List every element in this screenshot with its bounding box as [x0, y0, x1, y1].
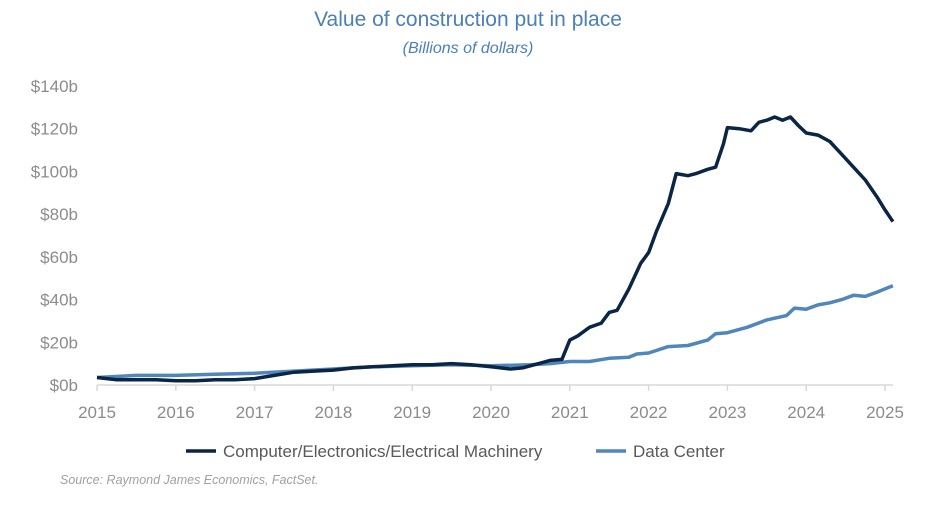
- y-tick-label: $60b: [40, 248, 78, 267]
- x-tick-label: 2021: [551, 403, 589, 422]
- chart-title: Value of construction put in place: [314, 8, 622, 31]
- source-note: Source: Raymond James Economics, FactSet…: [60, 473, 319, 487]
- x-tick-label: 2020: [472, 403, 510, 422]
- y-tick-label: $120b: [31, 120, 78, 139]
- x-tick-label: 2023: [708, 403, 746, 422]
- series-line-data-center: [96, 284, 894, 380]
- x-tick-label: 2022: [630, 403, 668, 422]
- y-tick-label: $100b: [31, 162, 78, 181]
- legend-label: Data Center: [633, 442, 725, 461]
- y-tick-label: $20b: [40, 333, 78, 352]
- y-tick-label: $140b: [31, 77, 78, 96]
- y-tick-label: $0b: [50, 376, 78, 395]
- y-tick-label: $40b: [40, 291, 78, 310]
- x-tick-label: 2015: [78, 403, 116, 422]
- x-tick-label: 2016: [157, 403, 195, 422]
- x-tick-label: 2025: [866, 403, 904, 422]
- x-tick-label: 2018: [314, 403, 352, 422]
- chart-subtitle: (Billions of dollars): [402, 40, 534, 57]
- y-tick-label: $80b: [40, 205, 78, 224]
- x-tick-label: 2019: [393, 403, 431, 422]
- x-tick-label: 2024: [787, 403, 825, 422]
- x-tick-label: 2017: [236, 403, 274, 422]
- legend-label: Computer/Electronics/Electrical Machiner…: [223, 442, 543, 461]
- series-line-computer-electronics: [96, 115, 895, 383]
